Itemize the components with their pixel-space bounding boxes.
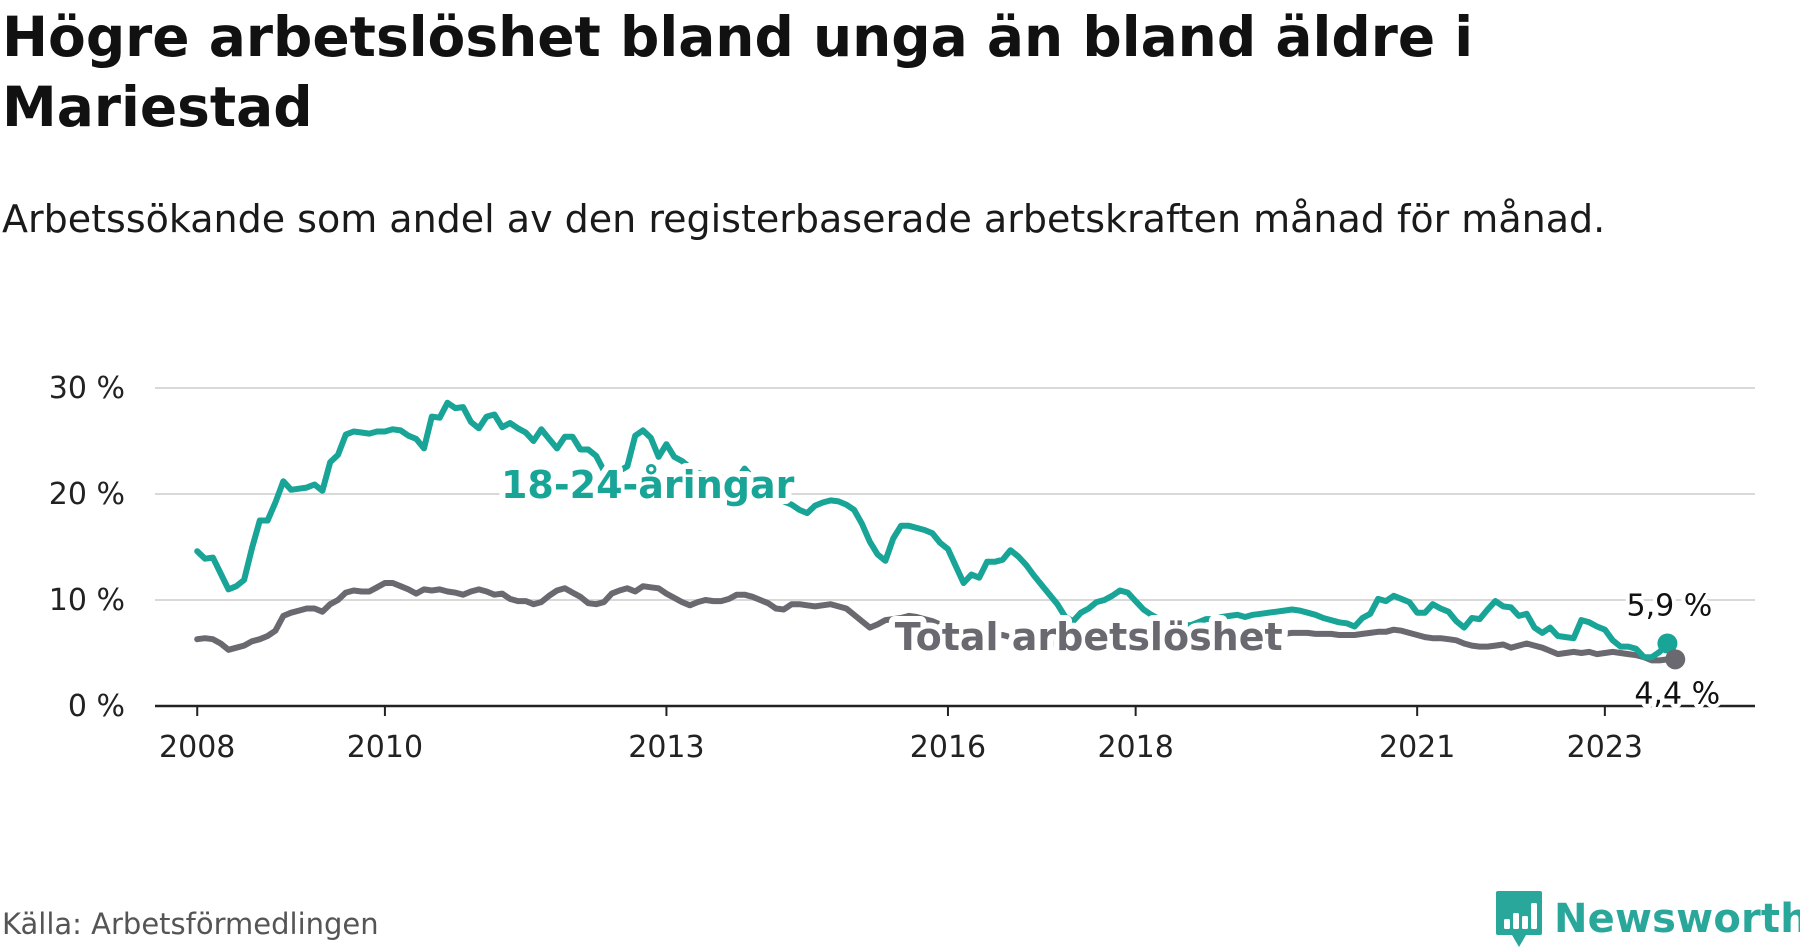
end-marker-youth bbox=[1657, 633, 1678, 654]
series-label-total: Total arbetslöshet bbox=[895, 615, 1283, 659]
y-tick-label: 20 % bbox=[49, 477, 125, 512]
series-lines bbox=[194, 399, 1686, 670]
x-tick-label: 2013 bbox=[628, 730, 704, 765]
series-labels: 5,9 % 4,4 % 18-24-åringar Total arbetslöshe… bbox=[495, 457, 1724, 715]
chart-title: Högre arbetslöshet bland unga än bland ä… bbox=[2, 5, 1474, 139]
series-line-total bbox=[194, 580, 1679, 664]
end-label-youth: 5,9 % bbox=[1627, 588, 1713, 623]
y-tick-label: 30 % bbox=[49, 371, 125, 406]
bar-chart-badge-icon bbox=[1496, 891, 1542, 947]
x-tick-label: 2016 bbox=[910, 730, 986, 765]
gridlines bbox=[155, 387, 1755, 601]
x-tick-label: 2010 bbox=[347, 730, 423, 765]
chart-subtitle: Arbetssökande som andel av den registerb… bbox=[2, 197, 1606, 241]
end-label-total: 4,4 % bbox=[1634, 676, 1720, 711]
series-label-youth: 18-24-åringar bbox=[501, 463, 795, 507]
x-tick-label: 2018 bbox=[1097, 730, 1173, 765]
series-line-youth bbox=[194, 399, 1671, 661]
y-tick-label: 0 % bbox=[68, 689, 125, 724]
x-tick-label: 2023 bbox=[1567, 730, 1643, 765]
x-tick-label: 2021 bbox=[1379, 730, 1455, 765]
x-axis: 2008 2010 2013 2016 2018 2021 2023 bbox=[155, 704, 1755, 765]
y-axis-ticks: 0 % 10 % 20 % 30 % bbox=[49, 371, 125, 724]
end-marker-total bbox=[1665, 649, 1686, 670]
logo-text: Newsworthy bbox=[1554, 896, 1800, 942]
x-tick-label: 2008 bbox=[159, 730, 235, 765]
newsworthy-logo[interactable]: Newsworthy bbox=[1494, 888, 1800, 950]
y-tick-label: 10 % bbox=[49, 583, 125, 618]
source-note: Källa: Arbetsförmedlingen bbox=[2, 907, 379, 941]
